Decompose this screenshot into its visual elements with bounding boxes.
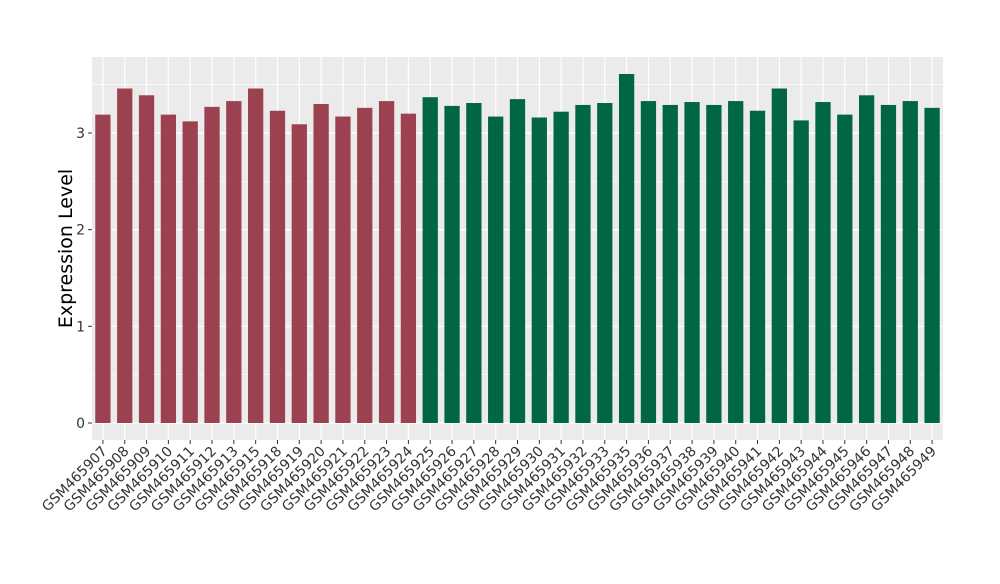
y-axis-label: Expression Level — [55, 169, 77, 328]
bar-GSM465911 — [182, 121, 198, 423]
y-tick-label: 2 — [76, 223, 85, 239]
bar-GSM465929 — [509, 99, 526, 423]
bar-GSM465915 — [248, 88, 264, 423]
bar-GSM465945 — [837, 114, 853, 423]
bar-GSM465939 — [706, 104, 722, 423]
bar-GSM465909 — [138, 95, 155, 423]
bar-GSM465933 — [597, 103, 613, 423]
bar-GSM465948 — [902, 101, 918, 423]
bar-GSM465922 — [357, 107, 373, 423]
bar-GSM465936 — [640, 101, 657, 423]
bar-GSM465927 — [466, 103, 482, 423]
bar-GSM465925 — [422, 97, 438, 423]
bar-GSM465928 — [488, 116, 504, 423]
bar-GSM465919 — [291, 124, 307, 423]
y-tick-label: 3 — [76, 126, 85, 142]
bar-GSM465930 — [531, 117, 547, 423]
bar-GSM465926 — [444, 105, 460, 423]
bar-GSM465912 — [204, 106, 220, 423]
bar-GSM465941 — [749, 110, 766, 423]
bar-GSM465944 — [815, 102, 831, 423]
bar-GSM465932 — [575, 104, 591, 423]
bar-GSM465938 — [684, 102, 700, 423]
bar-GSM465913 — [226, 101, 242, 423]
bar-GSM465931 — [553, 111, 569, 423]
bar-GSM465946 — [858, 95, 875, 423]
bar-GSM465947 — [880, 104, 897, 423]
y-tick-label: 1 — [76, 319, 85, 335]
bar-GSM465943 — [793, 120, 809, 423]
bar-GSM465924 — [400, 113, 417, 423]
bar-GSM465907 — [95, 114, 111, 423]
bar-GSM465942 — [771, 88, 787, 423]
bar-GSM465923 — [378, 101, 395, 423]
bar-GSM465940 — [728, 101, 744, 423]
bar-GSM465921 — [335, 116, 351, 423]
bar-GSM465937 — [662, 104, 678, 423]
bar-GSM465949 — [924, 107, 940, 423]
bar-GSM465935 — [618, 74, 635, 423]
bar-GSM465910 — [160, 114, 177, 423]
bar-GSM465918 — [269, 110, 286, 423]
bar-GSM465920 — [313, 103, 329, 423]
y-tick-label: 0 — [76, 416, 85, 432]
bar-GSM465908 — [117, 88, 133, 423]
